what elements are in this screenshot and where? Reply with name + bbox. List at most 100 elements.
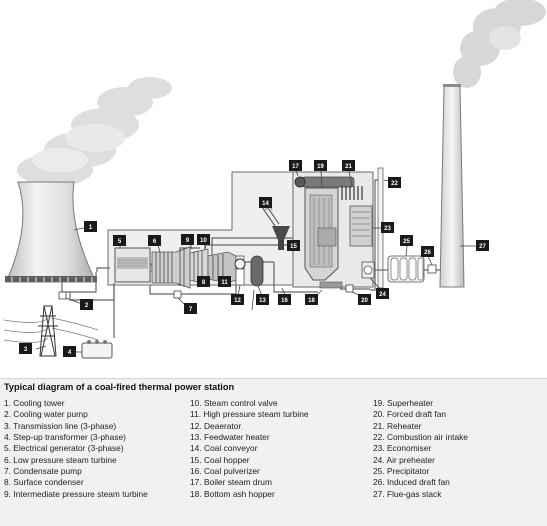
legend-item: 4. Step-up transformer (3-phase) bbox=[4, 432, 126, 443]
callout-19: 19 bbox=[314, 160, 327, 171]
callout-15: 15 bbox=[287, 240, 300, 251]
flue-gas-stack bbox=[439, 84, 465, 288]
svg-text:16: 16 bbox=[281, 298, 288, 304]
step-up-transformer bbox=[81, 340, 113, 359]
svg-text:19: 19 bbox=[317, 164, 324, 170]
legend-item: 10. Steam control valve bbox=[190, 398, 278, 408]
callout-12: 12 bbox=[231, 294, 244, 305]
legend-item: 11. High pressure steam turbine bbox=[190, 409, 309, 420]
transmission-pylon bbox=[38, 305, 58, 357]
callout-16: 16 bbox=[278, 294, 291, 305]
svg-text:1: 1 bbox=[89, 225, 93, 231]
legend-item: 27. Flue-gas stack bbox=[373, 488, 442, 499]
svg-text:3: 3 bbox=[24, 347, 28, 353]
legend-item: 15. Coal hopper bbox=[190, 454, 250, 465]
legend-item: 23. Economiser bbox=[373, 443, 432, 454]
svg-text:26: 26 bbox=[424, 250, 431, 256]
legend-item: 2. Cooling water pump bbox=[4, 409, 88, 420]
svg-text:13: 13 bbox=[259, 298, 266, 304]
svg-text:21: 21 bbox=[345, 164, 352, 170]
feedwater-heater bbox=[250, 255, 264, 287]
callout-24: 24 bbox=[376, 288, 389, 299]
legend-item: 9. Intermediate pressure steam turbine bbox=[4, 488, 148, 499]
cooling-tower bbox=[5, 181, 97, 283]
legend-item: 3. Transmission line (3-phase) bbox=[4, 420, 117, 431]
callout-4: 4 bbox=[63, 346, 76, 357]
callout-10: 10 bbox=[197, 234, 210, 245]
callout-23: 23 bbox=[381, 222, 394, 233]
svg-text:20: 20 bbox=[361, 298, 368, 304]
transmission-line bbox=[3, 317, 99, 343]
legend-item: 25. Precipitator bbox=[373, 466, 430, 477]
callout-5: 5 bbox=[113, 235, 126, 246]
legend-item: 18. Bottom ash hopper bbox=[190, 488, 275, 499]
svg-text:18: 18 bbox=[308, 298, 315, 304]
callout-21: 21 bbox=[342, 160, 355, 171]
callout-8: 8 bbox=[197, 276, 210, 287]
stack-smoke-plume bbox=[453, 0, 546, 88]
svg-text:12: 12 bbox=[234, 298, 241, 304]
legend-item: 1. Cooling tower bbox=[4, 398, 65, 408]
svg-text:17: 17 bbox=[292, 164, 299, 170]
svg-text:23: 23 bbox=[384, 226, 391, 232]
callout-18: 18 bbox=[305, 294, 318, 305]
callout-2: 2 bbox=[80, 299, 93, 310]
legend-item: 7. Condensate pump bbox=[4, 466, 82, 477]
precipitator bbox=[387, 255, 425, 283]
legend-item: 19. Superheater bbox=[373, 398, 434, 408]
legend-item: 26. Induced draft fan bbox=[373, 477, 450, 488]
legend-item: 5. Electrical generator (3-phase) bbox=[4, 443, 124, 454]
callout-1: 1 bbox=[84, 221, 97, 232]
induced-draft-fan bbox=[427, 264, 437, 274]
legend-item: 8. Surface condenser bbox=[4, 477, 84, 488]
callout-17: 17 bbox=[289, 160, 302, 171]
svg-text:24: 24 bbox=[379, 292, 386, 298]
legend-item: 24. Air preheater bbox=[373, 454, 435, 465]
callout-7: 7 bbox=[184, 303, 197, 314]
callout-11: 11 bbox=[218, 276, 231, 287]
svg-text:4: 4 bbox=[68, 350, 72, 356]
legend-item: 21. Reheater bbox=[373, 420, 422, 431]
legend-item: 17. Boiler steam drum bbox=[190, 477, 272, 488]
svg-text:8: 8 bbox=[202, 280, 206, 286]
legend-column-1: 1. Cooling tower 2. Cooling water pump 3… bbox=[4, 398, 148, 500]
boiler-structure bbox=[292, 171, 374, 289]
callout-labels: 1 2 3 4 5 6 7 8 9 10 11 12 13 14 15 16 1… bbox=[19, 160, 489, 357]
legend-item: 16. Coal pulverizer bbox=[190, 466, 260, 477]
svg-text:27: 27 bbox=[479, 244, 486, 250]
callout-9: 9 bbox=[181, 234, 194, 245]
callout-27: 27 bbox=[476, 240, 489, 251]
callout-22: 22 bbox=[388, 177, 401, 188]
legend-column-3: 19. Superheater 20. Forced draft fan 21.… bbox=[373, 398, 468, 500]
tower-steam-plume bbox=[17, 77, 172, 186]
callout-25: 25 bbox=[400, 235, 413, 246]
legend-item: 20. Forced draft fan bbox=[373, 409, 447, 420]
air-preheater bbox=[361, 261, 375, 279]
coal-hopper bbox=[272, 226, 290, 250]
cooling-water-pump bbox=[58, 291, 67, 300]
svg-text:9: 9 bbox=[186, 238, 190, 244]
svg-text:15: 15 bbox=[290, 244, 297, 250]
callout-14: 14 bbox=[259, 197, 272, 208]
legend-item: 22. Combustion air intake bbox=[373, 432, 468, 443]
svg-text:14: 14 bbox=[262, 201, 269, 207]
svg-text:6: 6 bbox=[153, 239, 157, 245]
callout-13: 13 bbox=[256, 294, 269, 305]
legend-panel: Typical diagram of a coal-fired thermal … bbox=[0, 378, 547, 526]
diagram-caption: Typical diagram of a coal-fired thermal … bbox=[4, 382, 235, 392]
legend-column-2: 10. Steam control valve 11. High pressur… bbox=[190, 398, 309, 500]
svg-text:7: 7 bbox=[189, 307, 193, 313]
callout-6: 6 bbox=[148, 235, 161, 246]
svg-text:5: 5 bbox=[118, 239, 122, 245]
legend-item: 13. Feedwater heater bbox=[190, 432, 270, 443]
svg-text:10: 10 bbox=[200, 238, 207, 244]
condensate-pump bbox=[173, 290, 182, 299]
svg-text:11: 11 bbox=[221, 280, 228, 286]
legend-item: 14. Coal conveyor bbox=[190, 443, 258, 454]
callout-3: 3 bbox=[19, 343, 32, 354]
legend-item: 6. Low pressure steam turbine bbox=[4, 454, 117, 465]
surface-condenser bbox=[114, 247, 151, 283]
callout-20: 20 bbox=[358, 294, 371, 305]
forced-draft-fan bbox=[345, 284, 354, 293]
power-station-diagram: 1 2 3 4 5 6 7 8 9 10 11 12 13 14 15 16 1… bbox=[3, 0, 546, 359]
